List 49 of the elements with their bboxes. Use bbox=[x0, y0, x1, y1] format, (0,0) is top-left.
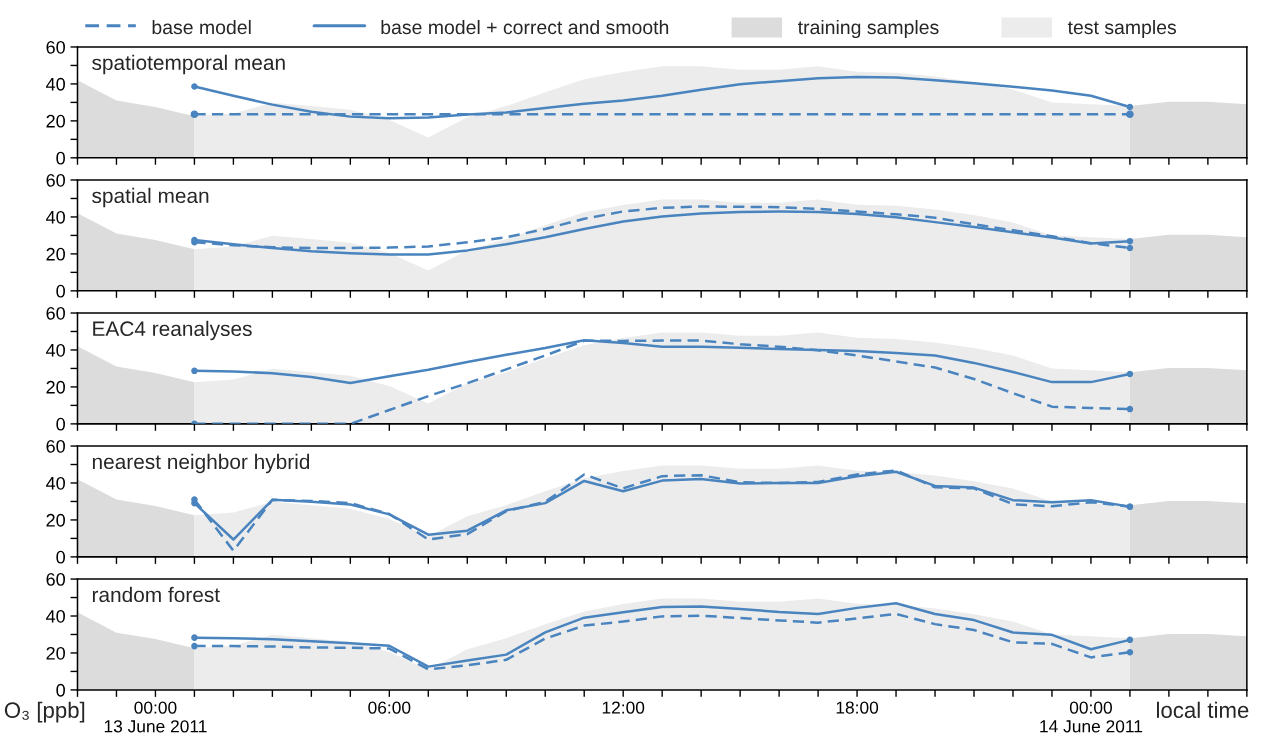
point bbox=[1126, 110, 1134, 119]
legend-label: base model bbox=[152, 19, 251, 35]
y-tick-label: 40 bbox=[46, 210, 65, 224]
point bbox=[191, 642, 198, 650]
y-tick-label: 40 bbox=[46, 476, 65, 490]
y-tick-label: 40 bbox=[46, 343, 65, 357]
legend-label: test samples bbox=[1067, 19, 1177, 39]
point bbox=[1126, 244, 1134, 252]
y-tick-label: 0 bbox=[56, 683, 65, 697]
x-tick-label: 12:00 bbox=[602, 701, 645, 714]
chart-title: EAC4 reanalyses bbox=[93, 320, 252, 341]
y-tick-label: 20 bbox=[46, 247, 65, 261]
y-tick-label: 20 bbox=[46, 646, 65, 660]
legend-label: base model + correct and smooth bbox=[381, 19, 669, 35]
chart-title: nearest neighbor hybrid bbox=[92, 453, 310, 474]
y-tick-label: 0 bbox=[56, 284, 65, 298]
y-tick-label: 20 bbox=[46, 380, 65, 394]
point bbox=[1126, 648, 1134, 656]
point bbox=[190, 110, 199, 119]
point bbox=[1126, 237, 1134, 245]
y-tick-label: 60 bbox=[46, 40, 65, 54]
x-tick-label: 00:00 13 June 2011 bbox=[104, 701, 207, 733]
y-tick-label: 0 bbox=[56, 417, 65, 431]
x-axis-title: local time bbox=[1156, 701, 1249, 719]
y-tick-label: 40 bbox=[46, 609, 65, 623]
point bbox=[1126, 636, 1134, 644]
x-tick-label: 00:00 14 June 2011 bbox=[1040, 701, 1143, 733]
chart-title: spatiotemporal mean bbox=[92, 54, 285, 75]
y-tick-label: 20 bbox=[46, 513, 65, 527]
y-tick-label: 60 bbox=[46, 306, 65, 320]
y-tick-label: 0 bbox=[56, 151, 65, 165]
x-tick-label: 06:00 bbox=[368, 701, 411, 714]
x-tick-label: 18:00 bbox=[836, 701, 879, 714]
point bbox=[1126, 370, 1134, 378]
point bbox=[1126, 103, 1134, 111]
chart-title: random forest bbox=[92, 586, 220, 603]
point bbox=[191, 634, 198, 641]
point bbox=[191, 83, 198, 90]
point bbox=[1126, 405, 1134, 413]
legend-label: training samples bbox=[797, 19, 939, 39]
y-tick-label: 60 bbox=[46, 173, 65, 187]
point bbox=[191, 367, 198, 375]
y-tick-label: 0 bbox=[56, 550, 65, 564]
y-tick-label: 20 bbox=[46, 114, 65, 128]
y-axis-title: O₃ [ppb] bbox=[4, 701, 85, 723]
y-tick-label: 40 bbox=[46, 77, 65, 91]
chart-title: spatial mean bbox=[92, 187, 209, 208]
y-tick-label: 60 bbox=[46, 572, 65, 586]
y-tick-label: 60 bbox=[46, 439, 65, 453]
